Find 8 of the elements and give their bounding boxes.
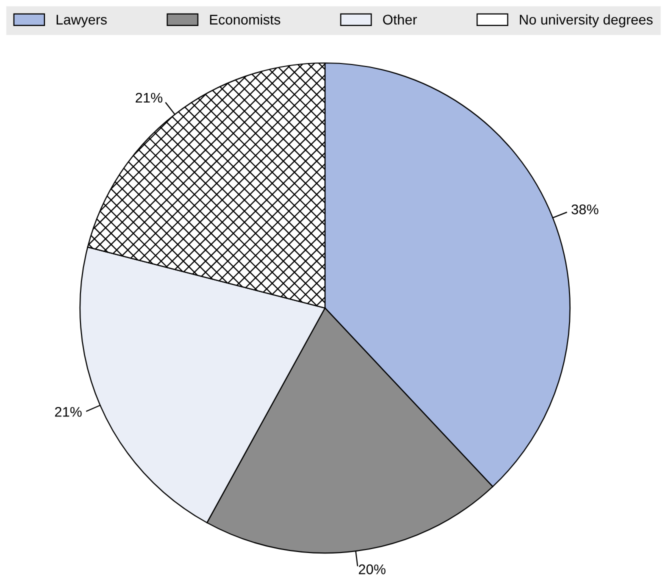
legend-label: Lawyers	[56, 14, 107, 28]
data-label: 38%	[572, 204, 598, 214]
legend-label: No university degrees	[520, 14, 653, 28]
data-label: 20%	[358, 564, 386, 574]
legend-label: Other	[383, 14, 417, 25]
data-label: 21%	[55, 406, 82, 417]
legend-label: Economists	[210, 14, 280, 25]
data-label: 21%	[136, 92, 162, 103]
